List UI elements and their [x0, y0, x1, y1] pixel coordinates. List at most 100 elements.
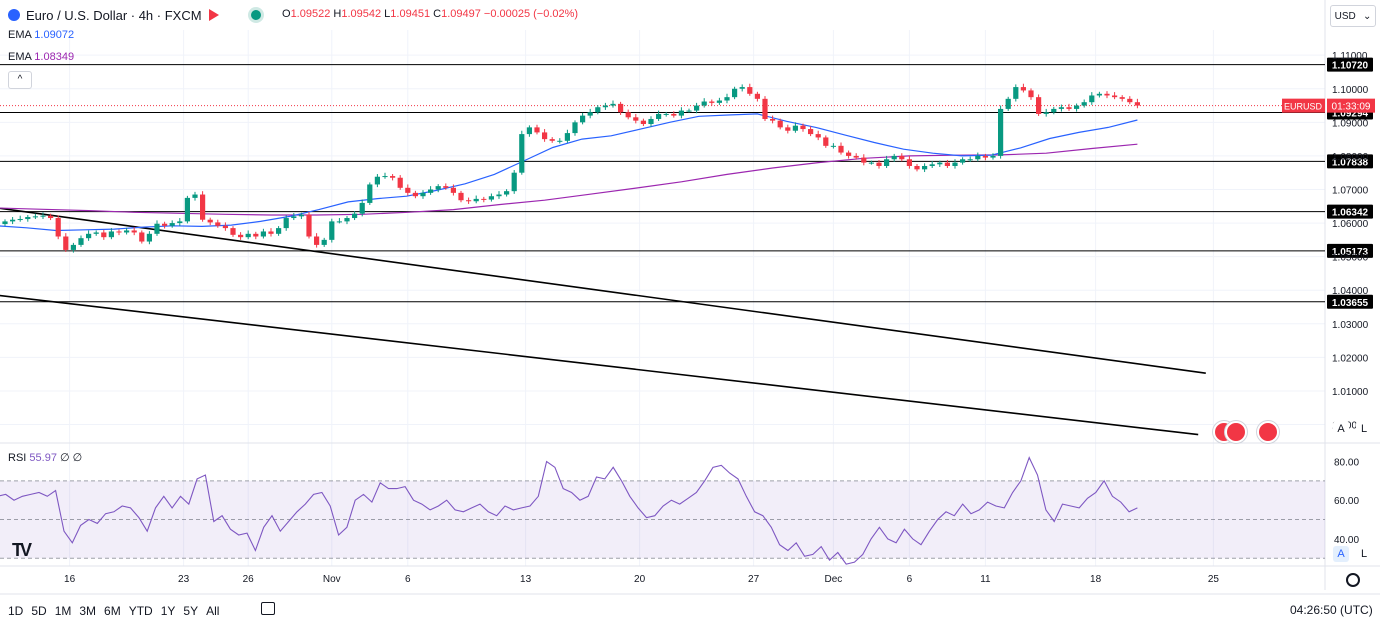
price-tick-label: 1.02000	[1332, 353, 1369, 364]
candle-body	[1013, 87, 1019, 99]
range-1d[interactable]: 1D	[8, 603, 24, 618]
calendar-icon[interactable]	[261, 602, 275, 615]
price-tick-label: 1.11000	[1332, 51, 1368, 62]
candle-body	[580, 115, 586, 123]
rsi-log-scale-button[interactable]: L	[1356, 546, 1372, 562]
candle-body	[914, 165, 920, 170]
currency-selector[interactable]: USD ⌄	[1330, 5, 1376, 27]
economic-events[interactable]	[1213, 421, 1279, 443]
candle-body	[876, 162, 882, 166]
candle-body	[823, 137, 829, 146]
ema-slow-legend[interactable]: EMA 1.08349	[8, 51, 75, 63]
us-flag-event-icon[interactable]	[1257, 421, 1279, 443]
price-tick-label: 1.03000	[1332, 320, 1369, 331]
range-toolbar: 1D 5D 1M 3M 6M YTD 1Y 5Y All	[0, 596, 1380, 625]
ema-slow-line	[0, 143, 1138, 216]
range-ytd[interactable]: YTD	[128, 603, 153, 618]
candle-body	[1066, 107, 1072, 109]
candle-body	[2, 221, 8, 225]
trend-lines[interactable]	[0, 207, 1206, 436]
symbol-tag: EURUSD	[1284, 102, 1323, 112]
candle-body	[747, 87, 753, 94]
flag-icon[interactable]	[208, 9, 219, 21]
candle-body	[1104, 93, 1110, 96]
candle-body	[906, 159, 912, 166]
candle-body	[694, 105, 700, 111]
time-tick-label: Dec	[825, 574, 843, 585]
rsi-pane	[0, 456, 1325, 565]
candle-body	[861, 157, 867, 163]
candle-body	[1043, 112, 1049, 114]
market-status-icon[interactable]	[247, 7, 264, 23]
collapse-legend-button[interactable]: ^	[8, 71, 32, 89]
candle-body	[473, 198, 479, 202]
candle-body	[1005, 98, 1011, 109]
range-5d[interactable]: 5D	[31, 603, 47, 618]
candle-body	[162, 223, 168, 226]
candle-body	[838, 145, 844, 153]
us-flag-event-icon[interactable]	[1225, 421, 1247, 443]
candle-body	[785, 127, 791, 131]
candle-body	[344, 218, 350, 222]
candle-body	[222, 225, 228, 229]
candle-body	[792, 125, 798, 131]
price-tick-label: 1.05000	[1332, 253, 1369, 264]
candle-body	[93, 232, 99, 234]
level-label: 1.10720	[1332, 61, 1369, 72]
range-all[interactable]: All	[206, 603, 220, 618]
ema-fast-line	[0, 113, 1138, 232]
candle-body	[960, 159, 966, 163]
range-1m[interactable]: 1M	[54, 603, 72, 618]
candle-body	[1074, 105, 1080, 109]
time-axis[interactable]: 16 23 26 Nov 6 13 20 27 Dec 6 11 18 25	[64, 574, 1219, 585]
price-axis[interactable]: 1.11000 1.10000 1.09000 1.08000 1.07000 1.060…	[1332, 51, 1369, 546]
candle-body	[207, 219, 213, 223]
candle-body	[739, 87, 745, 89]
candle-body	[701, 101, 707, 106]
utc-clock[interactable]: 04:26:50 (UTC)	[1290, 603, 1373, 617]
rsi-auto-scale-button[interactable]: A	[1333, 546, 1349, 562]
candle-body	[200, 194, 206, 220]
gear-icon[interactable]	[1346, 573, 1360, 587]
candle-body	[922, 165, 928, 170]
candle-body	[671, 113, 677, 116]
price-tick-label: 1.08000	[1332, 152, 1369, 163]
candle-body	[602, 105, 608, 108]
candle-body	[686, 110, 692, 112]
candle-body	[762, 98, 768, 119]
range-3m[interactable]: 3M	[79, 603, 97, 618]
symbol-title[interactable]: Euro / U.S. Dollar · 4h · FXCM	[8, 7, 264, 23]
candle-body	[716, 100, 722, 103]
candle-body	[830, 145, 836, 147]
candlesticks	[2, 83, 1140, 253]
price-tick-label: 1.00000	[1332, 421, 1369, 432]
candle-body	[557, 140, 563, 142]
log-scale-button[interactable]: L	[1356, 421, 1372, 437]
auto-scale-button[interactable]: A	[1333, 421, 1349, 437]
ema-fast-legend[interactable]: EMA 1.09072	[8, 29, 75, 41]
range-1y[interactable]: 1Y	[160, 603, 176, 618]
candle-body	[382, 176, 388, 178]
level-tag	[1327, 57, 1373, 72]
candle-body	[967, 159, 973, 161]
candle-body	[101, 232, 107, 238]
range-5y[interactable]: 5Y	[183, 603, 199, 618]
tradingview-logo-icon[interactable]: TV	[12, 540, 32, 560]
range-6m[interactable]: 6M	[104, 603, 121, 618]
ema-fast-path	[0, 113, 1138, 232]
candle-body	[937, 162, 943, 165]
candle-body	[998, 108, 1004, 156]
trend-line	[0, 294, 1199, 436]
time-tick-label: 16	[64, 574, 76, 585]
candle-body	[412, 192, 418, 197]
level-label: 1.09294	[1332, 108, 1369, 119]
rsi-legend[interactable]: RSI 55.97 ∅ ∅	[8, 452, 83, 464]
support-resistance-levels[interactable]: 1.10720 1.09294 1.07838 1.06342 1.05173 1.036…	[0, 57, 1375, 309]
candle-body	[131, 230, 137, 233]
time-tick-label: 18	[1090, 574, 1102, 585]
candle-body	[40, 215, 46, 217]
level-tag	[1327, 243, 1373, 258]
level-label: 1.07838	[1332, 157, 1369, 168]
